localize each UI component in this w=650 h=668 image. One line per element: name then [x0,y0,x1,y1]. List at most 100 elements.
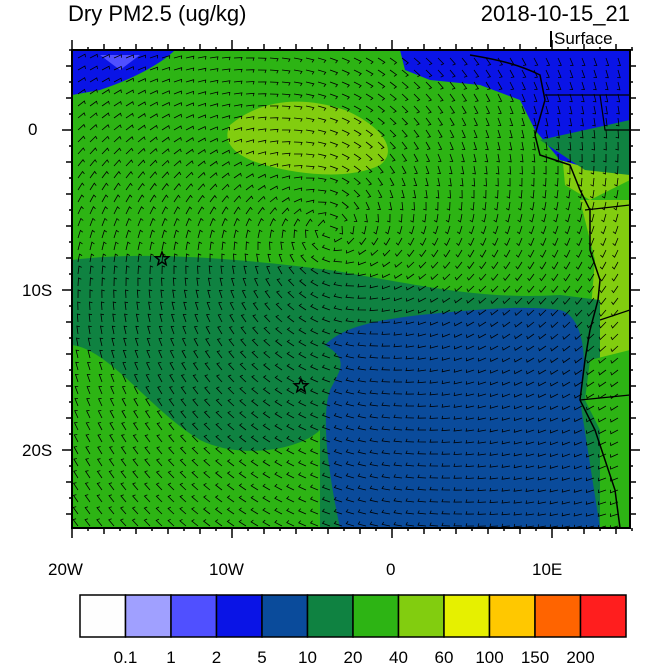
wind-barb [161,55,171,59]
wind-barb [526,405,535,410]
wind-barb [125,217,132,227]
wind-barb [566,177,571,187]
wind-barb [454,297,463,304]
wind-barb [168,386,175,395]
wind-barb [610,453,619,458]
wind-barb [617,69,621,79]
wind-barb [217,314,223,323]
wind-barb [393,308,403,313]
wind-barb [73,422,79,431]
wind-barb [448,165,453,175]
wind-barb [233,68,243,73]
wind-barb [545,105,549,115]
wind-barb [503,273,511,281]
wind-barb [227,362,235,371]
wind-barb [276,278,283,287]
wind-barb [602,165,607,175]
wind-barb [586,369,595,376]
wind-barb [333,484,343,491]
wind-barb [262,495,271,503]
wind-barb [197,241,203,251]
wind-barb [610,465,619,470]
wind-barb [497,105,502,114]
wind-barb [393,402,403,407]
wind-barb [552,237,559,247]
wind-barb [305,153,315,158]
wind-barb [113,100,122,107]
wind-barb [309,472,319,479]
wind-barb [544,141,548,151]
wind-barb [86,374,91,383]
wind-barb [537,512,547,516]
wind-barb [274,375,283,383]
wind-barb [281,141,291,145]
wind-barb [333,496,343,503]
wind-barb [257,69,267,74]
wind-barb [329,225,339,232]
field-darkblue-ocean [325,307,600,528]
wind-barb [77,159,85,167]
wind-barb [533,117,537,127]
wind-barb [233,217,240,227]
wind-barb [137,206,144,215]
wind-barb [598,357,607,364]
wind-barb [209,114,218,119]
wind-barb [157,374,163,383]
wind-barb [615,117,620,127]
wind-barb [257,206,265,215]
wind-barb [293,176,303,180]
wind-barb [461,153,465,163]
wind-barb [341,69,350,76]
wind-barb [108,518,115,527]
wind-barb [281,117,291,122]
wind-barb [353,153,362,161]
wind-barb [466,357,475,362]
wind-barb [333,293,343,299]
wind-barb [393,497,403,503]
wind-barb [369,449,379,455]
wind-barb [533,81,538,90]
wind-barb [238,471,247,479]
wind-barb [573,501,583,505]
wind-barb [430,261,439,269]
wind-barb [132,446,139,455]
wind-barb [477,523,487,527]
wind-barb [454,333,463,338]
wind-barb [226,459,235,467]
wind-barb [393,414,403,419]
wind-barb [369,319,379,323]
wind-barb [269,229,275,239]
wind-barb [286,472,295,479]
wind-barb [113,124,122,131]
wind-barb [357,401,367,407]
wind-barb [357,437,367,443]
wind-barb [269,140,279,144]
wind-barb [293,229,298,239]
wind-barb [220,265,224,275]
wind-barb [605,81,609,91]
wind-barb [526,369,535,375]
wind-barb [537,488,547,493]
wind-barb [149,194,157,203]
wind-barb [490,357,499,362]
wind-barb [466,285,475,293]
wind-barb [97,446,103,455]
wind-barb [586,429,595,434]
wind-barb [552,249,559,258]
wind-barb [233,229,239,239]
field-green-southwest [72,345,320,528]
wind-barb [538,369,547,375]
wind-barb [321,520,331,527]
wind-barb [269,218,276,227]
wind-barb [586,393,595,399]
wind-barb [321,412,331,419]
wind-barb [192,410,199,419]
wind-barb [461,141,466,150]
wind-barb [101,89,110,95]
wind-barb [180,410,187,419]
wind-barb [185,229,191,239]
wind-barb [167,470,175,479]
wind-barb [77,88,86,95]
wind-barb [120,458,127,467]
wind-barb [429,462,439,467]
